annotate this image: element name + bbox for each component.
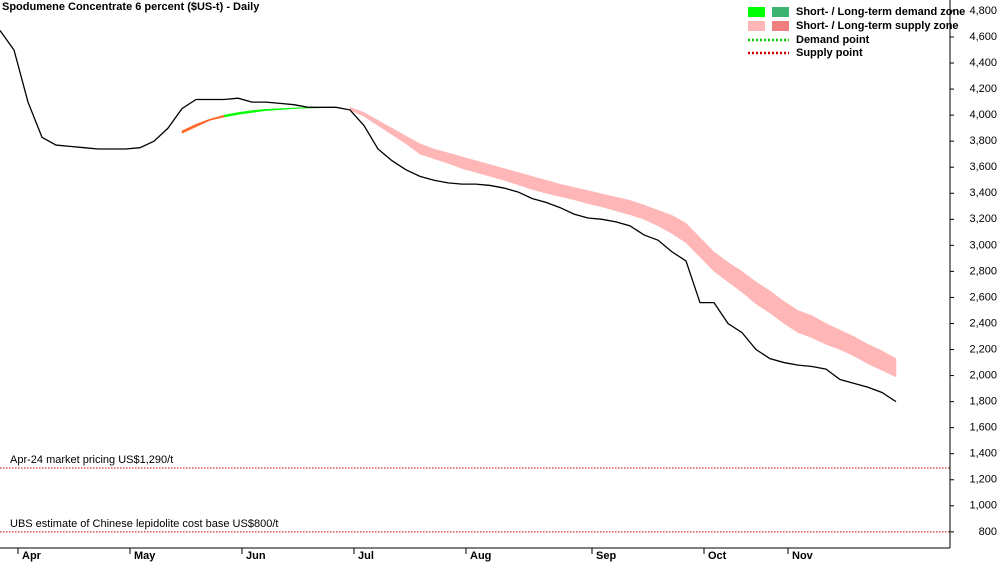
y-tick-label: 4,200 — [969, 83, 997, 95]
y-tick-label: 2,800 — [969, 265, 997, 277]
zone-band — [349, 106, 897, 378]
reference-label: Apr-24 market pricing US$1,290/t — [10, 454, 173, 466]
reference-label: UBS estimate of Chinese lepidolite cost … — [10, 518, 278, 530]
y-tick-label: 1,800 — [969, 396, 997, 408]
legend-label: Short- / Long-term demand zone — [796, 6, 965, 18]
x-tick-label: Jul — [358, 550, 374, 562]
x-tick-label: Oct — [708, 550, 727, 562]
y-tick-label: 800 — [979, 526, 997, 538]
y-tick-label: 3,800 — [969, 135, 997, 147]
y-tick-label: 1,200 — [969, 474, 997, 486]
y-tick-label: 1,600 — [969, 422, 997, 434]
y-tick-label: 4,600 — [969, 31, 997, 43]
zone-band — [181, 114, 225, 134]
legend-label: Supply point — [796, 47, 863, 59]
legend-swatch — [748, 7, 765, 17]
y-tick-label: 2,000 — [969, 369, 997, 381]
y-tick-label: 2,400 — [969, 317, 997, 329]
legend-swatch — [748, 21, 765, 31]
y-tick-label: 4,000 — [969, 109, 997, 121]
y-tick-label: 4,400 — [969, 57, 997, 69]
y-tick-label: 3,400 — [969, 187, 997, 199]
legend-swatch — [772, 7, 789, 17]
x-tick-label: Jun — [246, 550, 266, 562]
legend-label: Demand point — [796, 34, 870, 46]
y-tick-label: 2,600 — [969, 291, 997, 303]
y-tick-label: 1,400 — [969, 448, 997, 460]
x-tick-label: May — [134, 550, 156, 562]
y-tick-label: 3,000 — [969, 239, 997, 251]
legend-label: Short- / Long-term supply zone — [796, 20, 959, 32]
zone-band — [223, 107, 337, 118]
x-tick-label: Sep — [596, 550, 616, 562]
y-tick-label: 1,000 — [969, 500, 997, 512]
x-tick-label: Nov — [792, 550, 814, 562]
y-tick-label: 3,600 — [969, 161, 997, 173]
x-tick-label: Aug — [470, 550, 491, 562]
y-tick-label: 4,800 — [969, 5, 997, 17]
chart-title: Spodumene Concentrate 6 percent ($US-t) … — [2, 1, 260, 13]
price-line — [0, 30, 897, 403]
x-tick-label: Apr — [22, 550, 42, 562]
y-tick-label: 3,200 — [969, 213, 997, 225]
legend-swatch — [772, 21, 789, 31]
y-tick-label: 2,200 — [969, 343, 997, 355]
